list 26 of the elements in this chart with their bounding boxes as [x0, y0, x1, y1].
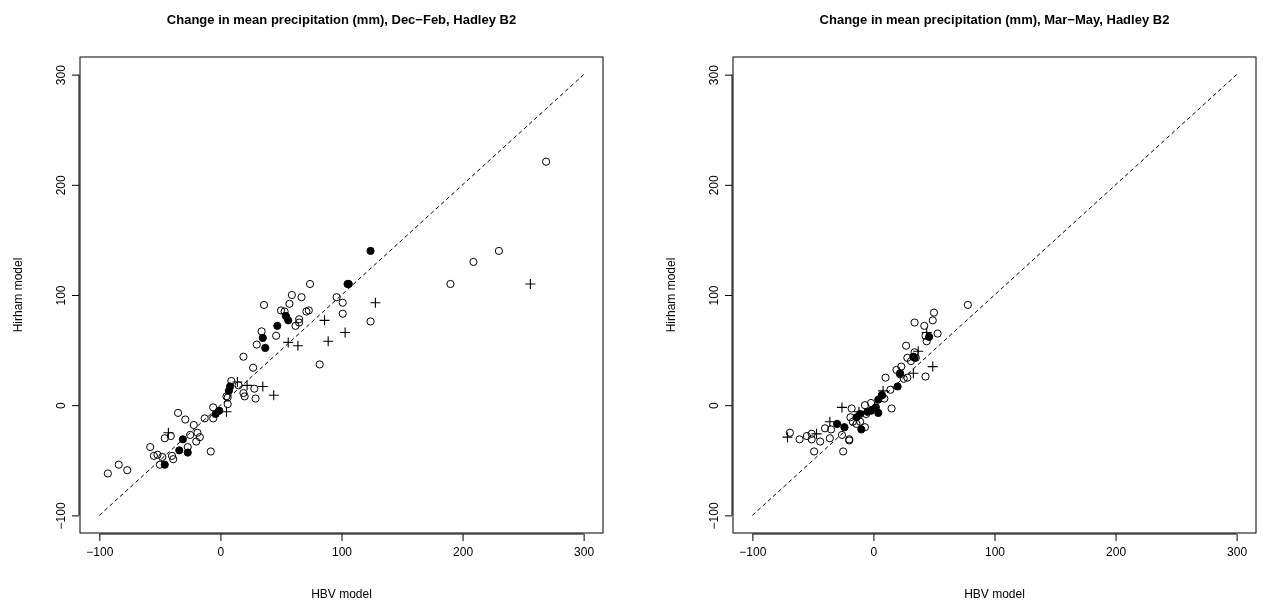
x-tick-label: 0: [217, 544, 225, 559]
x-axis-title: HBV model: [311, 587, 372, 601]
chart-title: Change in mean precipitation (mm), Mar−May, Hadley B2: [819, 12, 1170, 27]
y-tick-label: 100: [707, 285, 721, 306]
x-tick-label: 300: [574, 544, 595, 559]
x-tick-label: −100: [86, 544, 114, 559]
x-tick-label: 0: [870, 544, 878, 559]
x-tick-label: 100: [331, 544, 353, 559]
y-tick-label: 300: [707, 64, 721, 86]
y-axis-title: Hirham model: [11, 257, 25, 333]
chart-title: Change in mean precipitation (mm), Dec−Feb, Hadley B2: [166, 12, 517, 27]
x-tick-label: 300: [1227, 544, 1248, 559]
y-axis-title: Hirham model: [664, 257, 678, 333]
y-tick-label: 0: [707, 402, 721, 410]
y-tick-label: 100: [54, 285, 68, 306]
x-tick-label: 100: [984, 544, 1006, 559]
y-tick-label: −100: [54, 502, 68, 530]
y-tick-label: 0: [54, 402, 68, 410]
y-tick-label: 200: [707, 174, 721, 196]
x-tick-label: −100: [739, 544, 767, 559]
y-tick-label: 200: [54, 174, 68, 196]
x-axis-title: HBV model: [964, 587, 1025, 601]
y-tick-label: −100: [707, 502, 721, 530]
y-tick-label: 300: [54, 64, 68, 86]
x-tick-label: 200: [453, 544, 474, 559]
x-tick-label: 200: [1106, 544, 1127, 559]
